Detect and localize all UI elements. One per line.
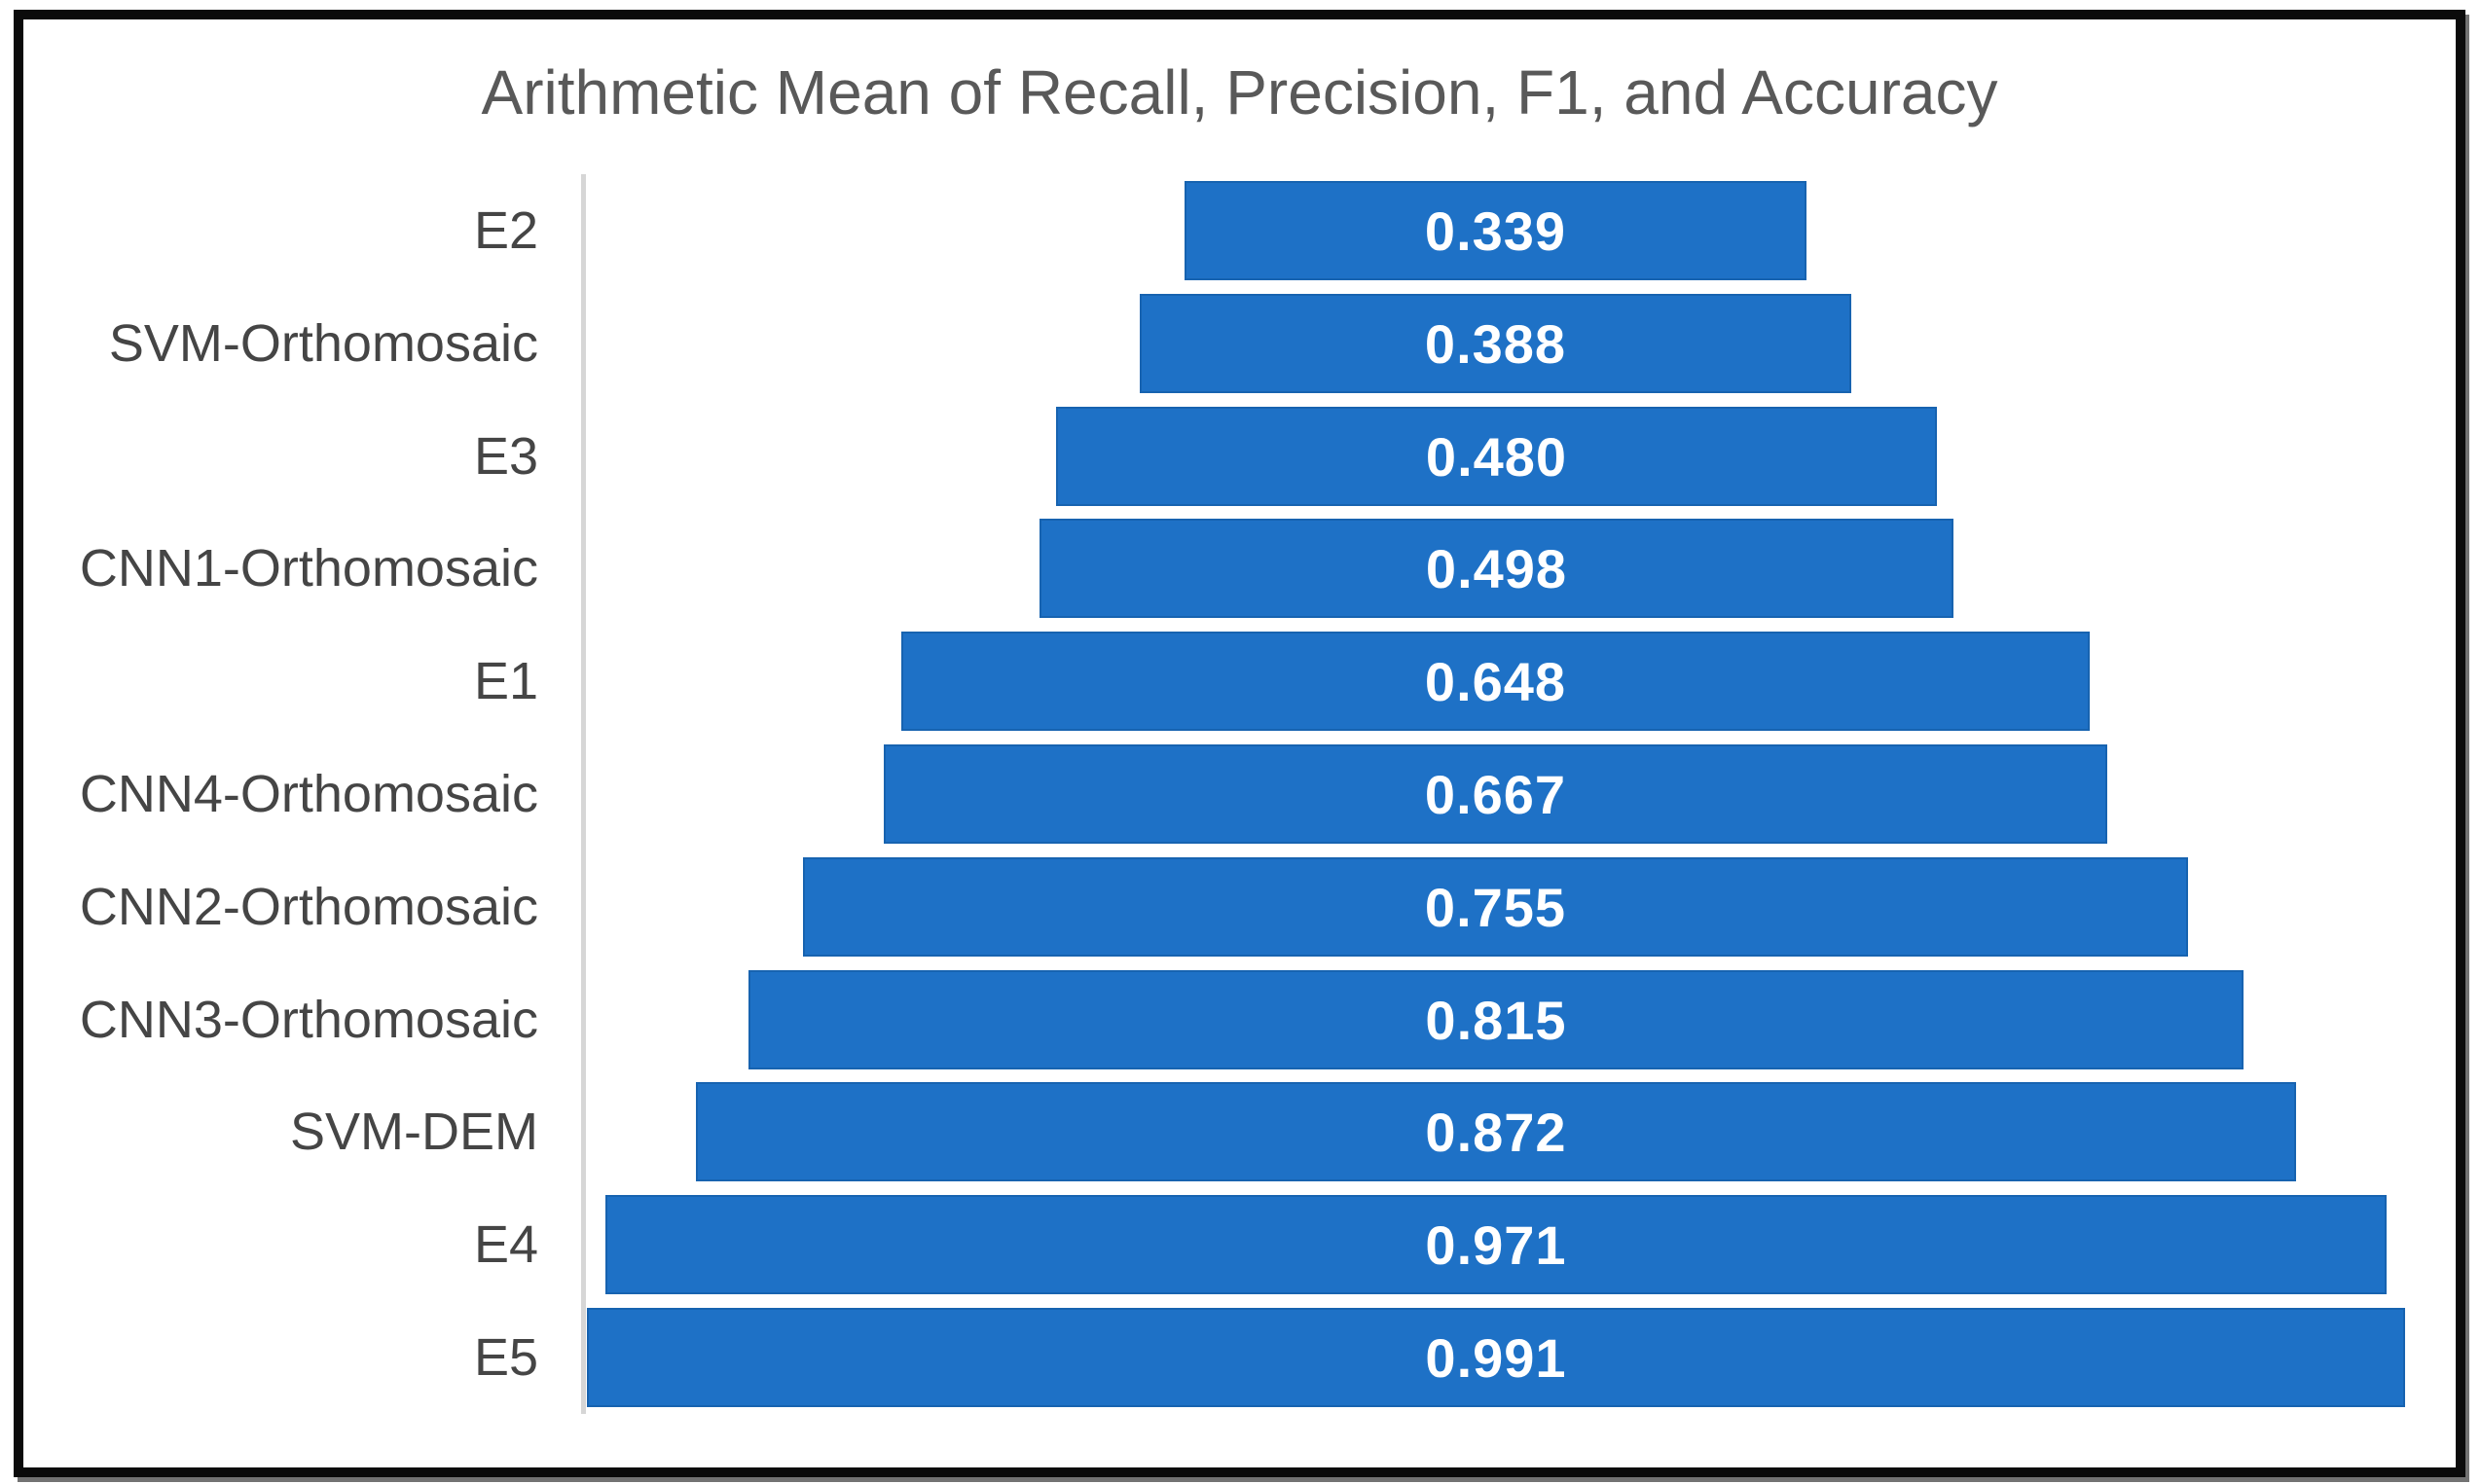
bar: 0.667: [884, 744, 2107, 844]
category-label: CNN3-Orthomosaic: [79, 991, 538, 1049]
bar: 0.755: [803, 857, 2188, 957]
bar-value-label: 0.480: [1425, 425, 1568, 488]
bar: 0.480: [1056, 407, 1937, 506]
bar: 0.872: [696, 1082, 2296, 1181]
bar: 0.971: [605, 1195, 2387, 1294]
category-label: CNN4-Orthomosaic: [79, 765, 538, 823]
bar-value-label: 0.667: [1424, 763, 1567, 825]
bar-value-label: 0.648: [1424, 650, 1567, 712]
bar: 0.339: [1185, 181, 1806, 280]
chart-title: Arithmetic Mean of Recall, Precision, F1…: [481, 57, 1998, 127]
bar-value-label: 0.388: [1424, 312, 1567, 375]
bar-value-label: 0.339: [1424, 199, 1567, 262]
category-label: E3: [473, 427, 538, 486]
category-label: CNN2-Orthomosaic: [79, 878, 538, 936]
category-label: E1: [473, 652, 538, 710]
bar-value-label: 0.498: [1425, 537, 1568, 599]
bar-value-label: 0.971: [1425, 1213, 1567, 1276]
category-label: SVM-Orthomosaic: [108, 314, 538, 373]
bar-value-label: 0.755: [1424, 876, 1567, 938]
bar: 0.648: [901, 632, 2090, 731]
bar: 0.991: [587, 1308, 2405, 1407]
bar: 0.498: [1040, 519, 1953, 618]
category-label: E4: [473, 1215, 538, 1274]
chart-area: Arithmetic Mean of Recall, Precision, F1…: [23, 19, 2456, 1467]
category-label: SVM-DEM: [290, 1103, 538, 1161]
bar-value-label: 0.991: [1425, 1326, 1567, 1389]
chart-border-frame: Arithmetic Mean of Recall, Precision, F1…: [14, 10, 2465, 1477]
bar: 0.388: [1140, 294, 1851, 393]
bar-value-label: 0.815: [1425, 989, 1567, 1051]
category-label: CNN1-Orthomosaic: [79, 539, 538, 597]
y-axis-line: [581, 174, 586, 1414]
bar-value-label: 0.872: [1425, 1101, 1567, 1163]
category-label: E5: [473, 1328, 538, 1387]
bar: 0.815: [748, 970, 2244, 1069]
category-label: E2: [473, 201, 538, 260]
